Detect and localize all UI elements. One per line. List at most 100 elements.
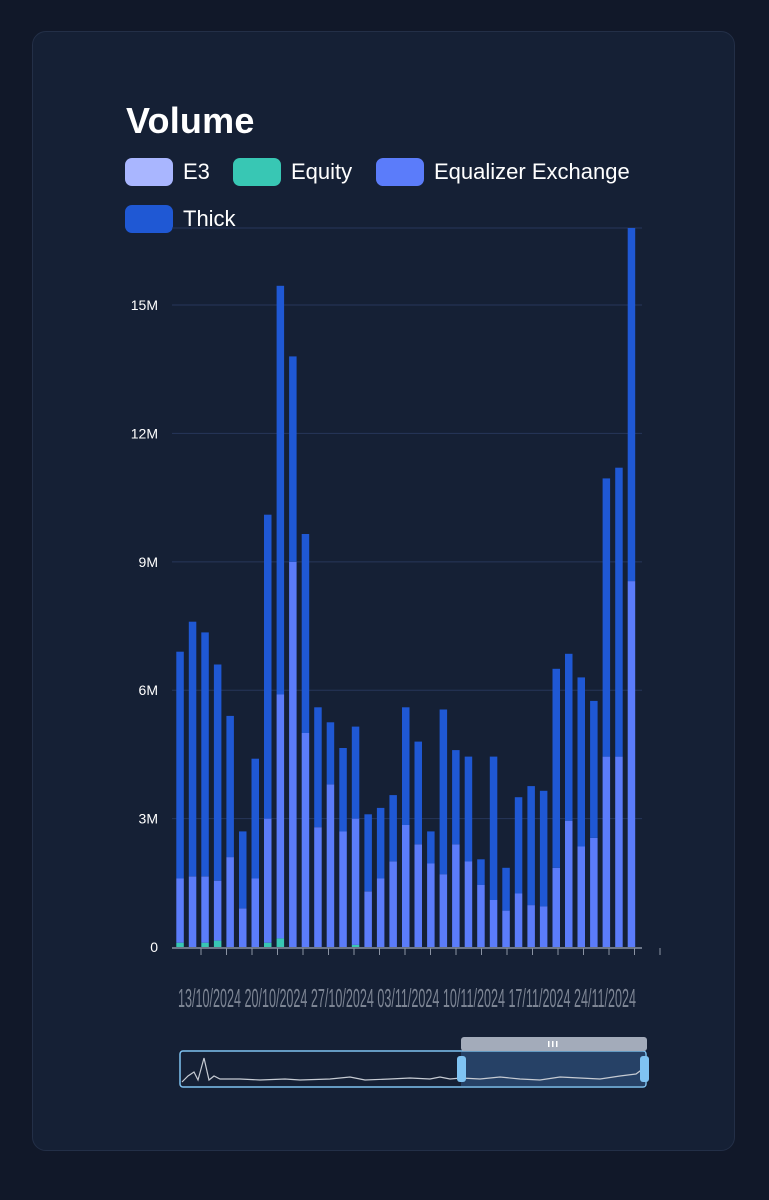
- bar-segment-equalizer-exchange: [514, 893, 523, 947]
- y-tick-label: 6M: [139, 682, 158, 698]
- bar-segment-thick: [213, 664, 222, 881]
- bar-segment-thick: [615, 467, 623, 757]
- bar-segment-thick: [251, 758, 259, 879]
- bar-segment-equalizer-exchange: [314, 827, 322, 947]
- bar-segment-thick: [389, 795, 397, 862]
- scrollbar-grip: [556, 1041, 558, 1047]
- navigator-handle-left[interactable]: [457, 1056, 466, 1082]
- bar-segment-equalizer-exchange: [389, 861, 397, 947]
- bar-segment-equalizer-exchange: [590, 837, 598, 947]
- legend-item-equity[interactable]: Equity: [233, 158, 352, 186]
- bar-segment-equalizer-exchange: [251, 878, 259, 947]
- bar-segment-equalizer-exchange: [539, 906, 548, 947]
- bar-segment-thick: [201, 632, 209, 877]
- bar-segment-thick: [477, 859, 485, 885]
- legend-label-thick: Thick: [183, 206, 236, 231]
- bar-segment-thick: [176, 651, 184, 879]
- bar-segment-equity: [213, 940, 222, 947]
- bar-segment-thick: [464, 756, 473, 862]
- bar-segment-equalizer-exchange: [602, 756, 611, 947]
- bar-segment-equalizer-exchange: [565, 820, 573, 947]
- bar-segment-thick: [627, 228, 636, 582]
- bar-segment-thick: [301, 534, 310, 733]
- bar-segment-equalizer-exchange: [552, 867, 560, 947]
- bar-segment-equity: [201, 942, 209, 947]
- bar-segment-equalizer-exchange: [477, 884, 485, 947]
- bar-segment-equalizer-exchange: [276, 694, 285, 939]
- bar-segment-equity: [351, 944, 360, 947]
- bar-segment-thick: [364, 814, 372, 892]
- bar-segment-equalizer-exchange: [376, 878, 385, 947]
- bar-segment-thick: [527, 786, 535, 906]
- chart-title: Volume: [126, 100, 255, 141]
- bar-segment-equalizer-exchange: [351, 818, 360, 945]
- bar-segment-equalizer-exchange: [201, 876, 209, 943]
- bar-segment-equalizer-exchange: [264, 818, 272, 943]
- navigator-series-line: [181, 1057, 645, 1083]
- bar-segment-thick: [552, 668, 560, 868]
- bar-segment-equalizer-exchange: [615, 756, 623, 947]
- legend-item-equalizer-exchange[interactable]: Equalizer Exchange: [376, 158, 630, 186]
- bar-segment-thick: [452, 750, 460, 845]
- y-tick-label: 12M: [131, 425, 158, 441]
- y-tick-label: 0: [150, 939, 158, 955]
- bar-segment-equalizer-exchange: [226, 857, 234, 947]
- legend-swatch-e3: [125, 158, 173, 186]
- bar-segment-thick: [239, 831, 247, 909]
- bar-segment-equalizer-exchange: [176, 878, 184, 943]
- bar-segment-equalizer-exchange: [339, 831, 347, 947]
- legend-item-thick[interactable]: Thick: [125, 205, 236, 233]
- bar-segment-equalizer-exchange: [627, 581, 636, 947]
- y-tick-label: 15M: [131, 297, 158, 313]
- x-tick-labels: 13/10/2024 20/10/2024 27/10/2024 03/11/2…: [178, 983, 636, 1013]
- legend-swatch-equalizer-exchange: [376, 158, 424, 186]
- bar-segment-thick: [539, 790, 548, 907]
- legend-item-e3[interactable]: E3: [125, 158, 210, 186]
- bar-segment-equity: [276, 938, 285, 947]
- legend-label-equalizer-exchange: Equalizer Exchange: [434, 159, 630, 184]
- legend-swatch-thick: [125, 205, 173, 233]
- bar-segment-thick: [351, 726, 360, 819]
- navigator-handle-right[interactable]: [640, 1056, 649, 1082]
- bar-segment-equalizer-exchange: [427, 863, 435, 947]
- bar-segment-thick: [276, 285, 285, 695]
- bar-segment-thick: [339, 748, 347, 832]
- scrollbar-grip: [552, 1041, 554, 1047]
- bar-segment-equalizer-exchange: [402, 825, 410, 947]
- bar-segment-thick: [314, 707, 322, 828]
- bar-segment-equalizer-exchange: [489, 899, 498, 947]
- bar-segment-equalizer-exchange: [326, 784, 335, 947]
- bar-segment-equalizer-exchange: [577, 846, 585, 947]
- bar-segment-thick: [439, 709, 448, 875]
- bar-segment-equity: [176, 942, 184, 947]
- bar-segment-thick: [514, 797, 523, 894]
- bar-segment-thick: [264, 514, 272, 819]
- navigator-scrollbar: [461, 1037, 647, 1051]
- legend-label-e3: E3: [183, 159, 210, 184]
- bar-segment-thick: [590, 700, 598, 838]
- navigator-selection: [461, 1052, 645, 1086]
- bar-segment-equalizer-exchange: [213, 880, 222, 941]
- scrollbar-grip: [548, 1041, 550, 1047]
- bar-segment-equalizer-exchange: [188, 876, 197, 947]
- bar-segment-thick: [414, 741, 422, 845]
- bar-segment-thick: [502, 867, 510, 911]
- bar-segment-equity: [264, 942, 272, 947]
- bar-segment-equalizer-exchange: [414, 844, 422, 947]
- bar-segment-equalizer-exchange: [289, 561, 297, 947]
- bar-segment-thick: [402, 707, 410, 825]
- bar-segment-thick: [289, 356, 297, 562]
- legend-swatch-equity: [233, 158, 281, 186]
- bar-segment-thick: [326, 722, 335, 785]
- bar-segment-equalizer-exchange: [464, 861, 473, 947]
- bar-segment-equalizer-exchange: [527, 905, 535, 947]
- bar-segment-thick: [376, 807, 385, 879]
- bar-segment-equalizer-exchange: [239, 908, 247, 947]
- bar-segment-thick: [188, 621, 197, 877]
- bar-segment-equalizer-exchange: [364, 891, 372, 947]
- legend-label-equity: Equity: [291, 159, 353, 184]
- bar-segment-thick: [226, 715, 234, 858]
- bar-segment-equalizer-exchange: [439, 874, 448, 947]
- bar-segment-thick: [427, 831, 435, 864]
